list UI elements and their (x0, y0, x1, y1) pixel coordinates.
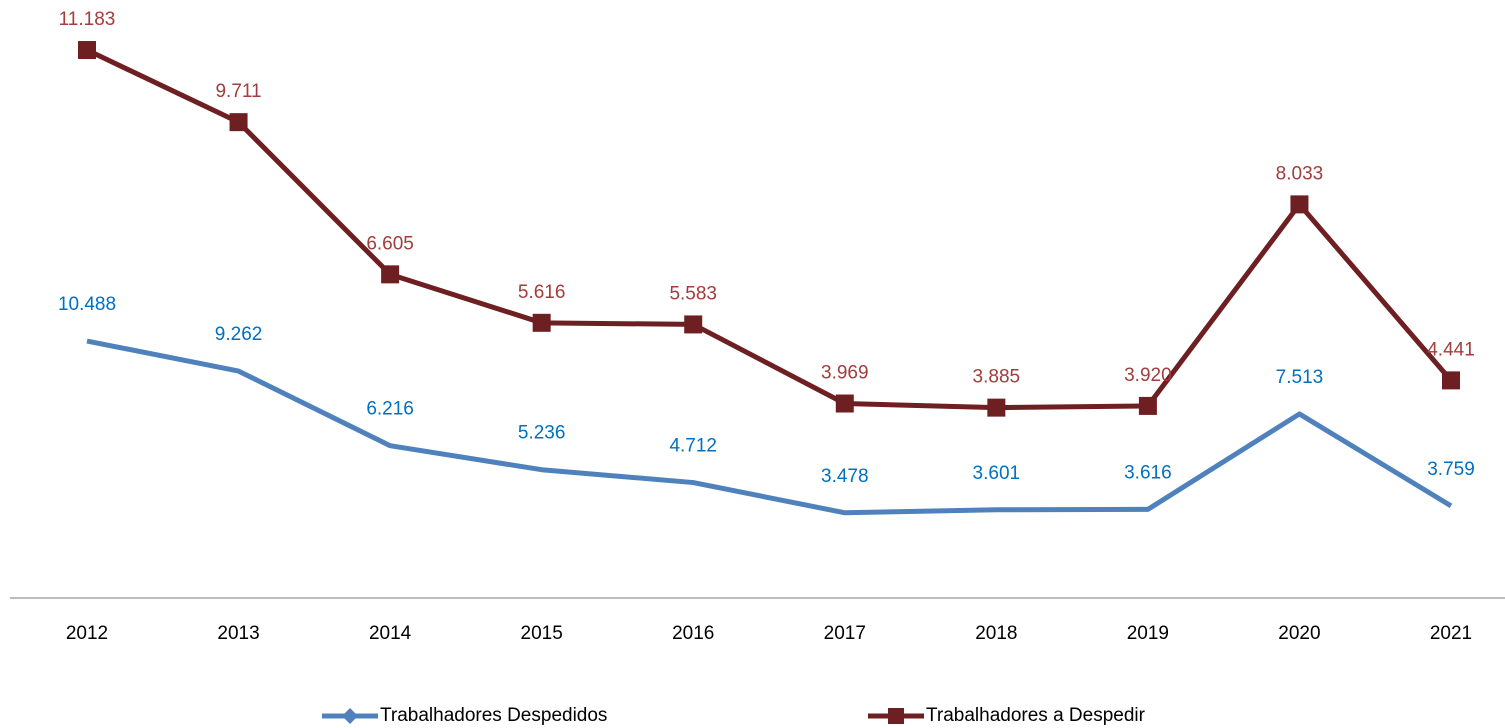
data-label: 3.885 (973, 367, 1021, 388)
legend-label: Trabalhadores Despedidos (380, 705, 607, 726)
series-line (85, 47, 1453, 411)
data-label: 6.216 (366, 399, 414, 420)
marker (1138, 396, 1157, 415)
x-tick-label: 2016 (672, 623, 714, 644)
x-tick-label: 2014 (369, 623, 412, 644)
data-label: 11.183 (59, 9, 116, 30)
data-label: 5.236 (518, 423, 566, 444)
x-tick-label: 2012 (66, 623, 108, 644)
x-tick-label: 2015 (521, 623, 563, 644)
data-label: 3.920 (1124, 365, 1172, 386)
x-tick-label: 2013 (217, 623, 259, 644)
marker (1290, 195, 1309, 214)
marker (684, 315, 703, 334)
marker (532, 313, 551, 332)
data-label: 7.513 (1276, 367, 1324, 388)
data-label: 4.712 (669, 436, 717, 457)
data-label: 4.441 (1427, 339, 1475, 360)
marker (381, 265, 400, 284)
series-line (86, 338, 1453, 516)
data-label: 5.616 (518, 282, 566, 303)
x-tick-label: 2018 (975, 623, 1017, 644)
x-tick-label: 2020 (1278, 623, 1320, 644)
marker (78, 41, 96, 60)
data-label: 5.583 (669, 283, 717, 304)
marker (888, 708, 904, 724)
marker (229, 113, 248, 132)
x-tick-label: 2021 (1430, 623, 1472, 644)
data-label: 3.478 (821, 466, 869, 487)
data-label: 8.033 (1276, 163, 1324, 184)
x-tick-label: 2017 (824, 623, 866, 644)
marker (1442, 371, 1460, 390)
data-label: 6.605 (366, 233, 414, 254)
data-label: 10.488 (58, 294, 116, 315)
data-label: 3.969 (821, 363, 869, 384)
marker (835, 394, 854, 413)
data-label: 9.711 (215, 81, 261, 102)
marker (987, 398, 1006, 417)
data-label: 3.616 (1124, 462, 1172, 483)
legend-label: Trabalhadores a Despedir (926, 705, 1146, 726)
data-label: 3.759 (1427, 459, 1475, 480)
marker (342, 708, 358, 724)
data-label: 3.601 (973, 463, 1021, 484)
data-label: 9.262 (215, 324, 263, 345)
x-tick-label: 2019 (1127, 623, 1169, 644)
